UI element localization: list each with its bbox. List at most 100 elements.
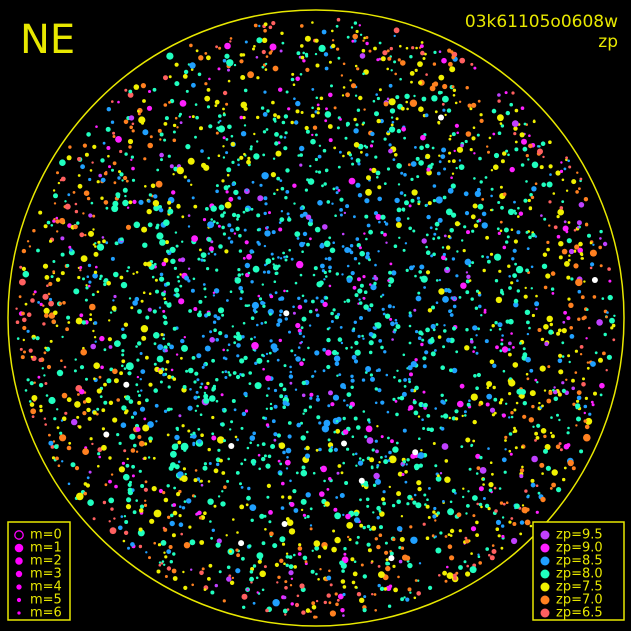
star xyxy=(357,288,363,294)
star xyxy=(231,576,235,580)
star xyxy=(475,472,479,475)
star xyxy=(567,354,571,358)
star xyxy=(390,116,394,119)
star xyxy=(161,560,165,563)
star xyxy=(452,88,457,93)
star xyxy=(412,400,417,405)
star xyxy=(471,261,475,265)
star xyxy=(422,356,427,361)
star xyxy=(482,483,485,486)
star xyxy=(379,511,385,517)
star xyxy=(569,334,575,339)
star xyxy=(123,515,127,518)
star xyxy=(372,511,375,514)
star xyxy=(163,138,167,142)
star xyxy=(148,439,152,443)
star xyxy=(181,344,188,352)
star xyxy=(322,369,326,373)
star xyxy=(396,207,402,213)
star xyxy=(55,456,59,461)
star xyxy=(201,334,205,338)
magnitude-label: m=3 xyxy=(30,567,62,582)
star xyxy=(484,339,489,344)
star xyxy=(66,315,71,320)
star xyxy=(259,183,263,187)
star xyxy=(138,469,142,473)
star xyxy=(256,37,263,44)
star xyxy=(568,360,571,364)
star xyxy=(432,237,436,241)
star xyxy=(235,568,241,574)
star xyxy=(86,476,90,480)
star xyxy=(356,535,360,539)
star xyxy=(197,510,202,515)
star xyxy=(324,66,329,71)
star xyxy=(264,230,271,237)
star xyxy=(300,469,308,477)
star xyxy=(470,552,473,555)
star xyxy=(326,200,331,204)
star xyxy=(253,153,260,160)
star xyxy=(612,338,616,342)
star xyxy=(191,235,199,243)
star xyxy=(271,100,275,105)
star xyxy=(596,319,603,326)
star xyxy=(210,218,213,221)
star xyxy=(28,400,32,403)
star xyxy=(175,244,179,248)
star xyxy=(255,576,259,580)
star xyxy=(163,290,166,294)
star xyxy=(464,139,468,144)
star xyxy=(311,299,315,304)
star xyxy=(325,169,328,173)
star xyxy=(415,156,420,161)
star xyxy=(560,161,563,164)
star xyxy=(302,412,305,415)
star xyxy=(284,317,288,321)
star xyxy=(454,101,458,105)
star xyxy=(103,200,109,205)
star xyxy=(491,549,497,554)
star xyxy=(405,463,408,466)
star xyxy=(520,389,526,395)
star xyxy=(125,362,134,371)
star xyxy=(152,309,157,314)
star xyxy=(389,317,393,321)
star xyxy=(292,311,296,315)
star xyxy=(292,83,296,86)
star xyxy=(255,323,259,327)
star xyxy=(441,102,445,106)
star xyxy=(221,313,225,317)
star xyxy=(456,512,462,518)
star xyxy=(388,450,392,455)
star xyxy=(284,586,288,590)
star xyxy=(182,570,185,574)
star xyxy=(303,242,306,245)
star xyxy=(44,313,49,318)
star xyxy=(388,284,392,287)
star xyxy=(265,423,270,427)
star xyxy=(470,297,474,301)
star xyxy=(241,373,245,377)
star xyxy=(285,90,289,94)
star xyxy=(350,157,354,160)
star xyxy=(414,579,418,582)
star xyxy=(477,327,480,331)
star xyxy=(507,208,515,216)
star xyxy=(140,369,146,374)
star xyxy=(394,72,398,76)
star xyxy=(410,80,413,84)
star xyxy=(470,339,474,344)
star xyxy=(409,372,413,377)
star xyxy=(228,549,232,553)
star xyxy=(293,565,298,569)
star xyxy=(501,346,509,353)
star xyxy=(188,309,193,313)
star xyxy=(357,277,361,282)
star xyxy=(79,313,84,318)
star xyxy=(352,33,359,40)
star xyxy=(167,200,172,205)
star xyxy=(561,200,565,204)
star xyxy=(290,602,294,606)
star xyxy=(312,471,316,475)
